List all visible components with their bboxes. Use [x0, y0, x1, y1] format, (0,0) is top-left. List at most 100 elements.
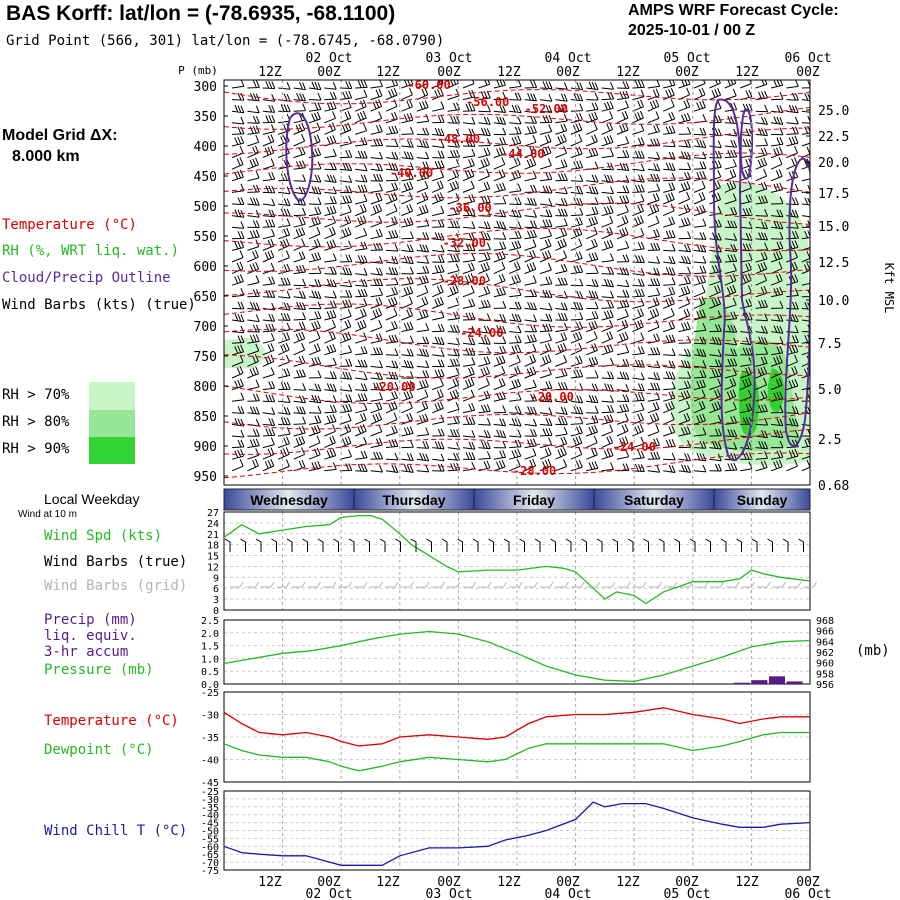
legend-swatch-rh90 — [89, 437, 135, 464]
wind-speed-label: Wind Spd (kts) — [44, 528, 163, 544]
right-tick-label: 956 — [816, 680, 834, 691]
model-grid-label: Model Grid ΔX: — [2, 127, 118, 144]
value-tick-label: 27 — [207, 508, 219, 519]
cloud-precip-outline — [784, 157, 810, 447]
temperature-contour — [224, 227, 810, 252]
top-time-tick: 12Z — [258, 65, 282, 80]
value-tick-label: 6 — [213, 584, 219, 595]
weekday-label: Sunday — [737, 492, 788, 508]
weekday-label: Friday — [513, 492, 555, 508]
panel-frame — [223, 790, 811, 871]
bottom-date-label: 06 Oct — [785, 887, 832, 900]
top-time-tick: 12Z — [616, 65, 640, 80]
temperature-contour-label: -32.00 — [443, 236, 486, 250]
right-tick-label: 962 — [816, 648, 834, 659]
height-tick-label: 0.68 — [818, 479, 849, 494]
precip-bar — [751, 680, 768, 684]
bottom-time-tick: 00Z — [675, 875, 699, 890]
temperature-contour — [224, 452, 810, 479]
pressure-tick-label: 500 — [194, 200, 217, 215]
value-tick-label: 0.5 — [201, 667, 219, 678]
value-tick-label: -40 — [201, 811, 219, 822]
legend-rh90: RH > 90% — [2, 441, 70, 457]
cross-section-plot: -60.00 -56.00 -52.00 -48.00 -44.00 -40.00 -36.… — [224, 80, 810, 479]
temperature-contour — [224, 385, 810, 405]
value-tick-label: 12 — [207, 562, 219, 573]
temperature-contour-label: -48.00 — [437, 132, 480, 146]
temperature-contour — [224, 252, 810, 277]
height-tick-label: 2.5 — [818, 433, 841, 448]
wind-height-label: Wind at 10 m — [18, 509, 77, 520]
temperature-contour — [224, 127, 810, 155]
value-tick-label: 1.5 — [201, 642, 219, 653]
right-tick-label: 960 — [816, 659, 834, 670]
value-tick-label: -25 — [201, 688, 219, 699]
panel-frame — [223, 691, 811, 783]
value-tick-label: 18 — [207, 541, 219, 552]
wind-chill-label: Wind Chill T (°C) — [44, 823, 188, 839]
pressure-axis-title: P (mb) — [178, 64, 218, 77]
value-tick-label: -50 — [201, 827, 219, 838]
wind-barb-field — [231, 80, 810, 473]
weekday-label: Wednesday — [250, 492, 328, 508]
value-tick-label: -70 — [201, 858, 219, 869]
temperature-contour — [224, 303, 810, 328]
right-tick-label: 958 — [816, 669, 834, 680]
height-tick-label: 22.5 — [818, 130, 849, 145]
value-tick-label: 3 — [213, 595, 219, 606]
pressure-tick-label: 650 — [194, 290, 217, 305]
value-tick-label: 1.0 — [201, 654, 219, 665]
temperature-contour — [224, 429, 810, 455]
top-date-label: 04 Oct — [545, 51, 592, 66]
height-tick-label: 10.0 — [818, 294, 849, 309]
value-tick-label: -35 — [201, 803, 219, 814]
wind-speed-line — [223, 514, 811, 605]
value-tick-label: 0.0 — [201, 680, 219, 691]
temperature-contour-label: -24.00 — [460, 326, 503, 340]
wind-barbs-true-row — [224, 538, 804, 552]
pressure-tick-label: 450 — [194, 170, 217, 185]
pressure-tick-label: 550 — [194, 230, 217, 245]
value-tick-label: -25 — [201, 787, 219, 798]
bottom-time-tick: 12Z — [735, 875, 759, 890]
cloud-precip-outline — [739, 108, 754, 180]
top-time-tick: 00Z — [796, 65, 820, 80]
legend-rh70: RH > 70% — [2, 387, 70, 403]
top-time-tick: 00Z — [437, 65, 461, 80]
value-tick-label: 2.5 — [201, 616, 219, 627]
dewpoint-line — [223, 731, 810, 772]
value-tick-label: -45 — [201, 819, 219, 830]
temperature-contour-label: -20.00 — [372, 380, 415, 394]
pressure-tick-label: 950 — [194, 470, 217, 485]
pressure-tick-label: 800 — [194, 380, 217, 395]
pressure-tick-label: 350 — [194, 110, 217, 125]
pressure-tick-label: 750 — [194, 350, 217, 365]
pressure-tick-label: 700 — [194, 320, 217, 335]
value-tick-label: -30 — [201, 795, 219, 806]
top-date-label: 05 Oct — [664, 51, 711, 66]
bottom-time-tick: 00Z — [437, 875, 461, 890]
height-tick-label: 12.5 — [818, 256, 849, 271]
height-tick-label: 17.5 — [818, 187, 849, 202]
right-tick-label: 964 — [816, 637, 834, 648]
wind-chill-line — [223, 801, 811, 866]
pressure-tick-label: 850 — [194, 410, 217, 425]
height-axis-title: Kft MSL — [882, 263, 896, 314]
grid-point-subtitle: Grid Point (566, 301) lat/lon = (-78.674… — [6, 33, 445, 49]
bottom-time-tick: 00Z — [317, 875, 341, 890]
height-tick-label: 20.0 — [818, 156, 849, 171]
height-tick-label: 7.5 — [818, 337, 841, 352]
bottom-time-tick: 12Z — [376, 875, 400, 890]
bottom-time-tick: 00Z — [556, 875, 580, 890]
temperature-contour-label: -36.00 — [448, 201, 491, 215]
top-date-label: 03 Oct — [426, 51, 473, 66]
value-tick-label: -45 — [201, 778, 219, 789]
bottom-date-label: 05 Oct — [664, 887, 711, 900]
temperature-contour-label: -56.00 — [466, 95, 509, 109]
temperature-contour — [224, 202, 810, 225]
wind-barbs-grid-row — [230, 581, 817, 588]
pressure-tick-label: 900 — [194, 440, 217, 455]
page-title: BAS Korff: lat/lon = (-78.6935, -68.1100… — [6, 2, 396, 25]
pressure-line — [223, 630, 811, 683]
